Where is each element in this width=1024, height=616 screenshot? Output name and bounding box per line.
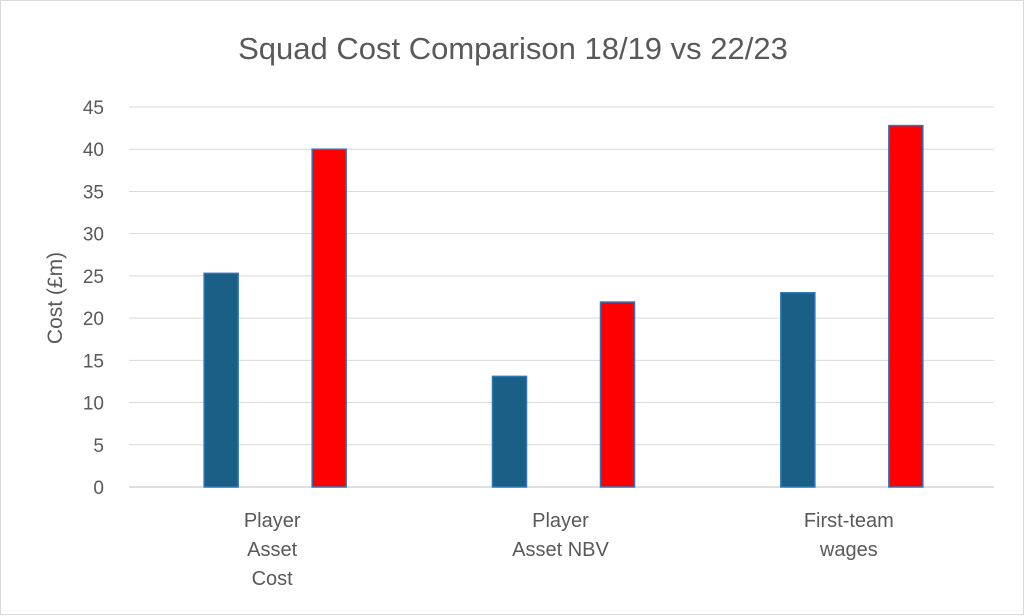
y-tick-label: 15 (83, 351, 104, 372)
y-tick-label: 20 (83, 309, 104, 330)
y-tick-label: 40 (83, 140, 104, 161)
category-label: First-team wages (804, 510, 894, 561)
y-tick-label: 45 (83, 98, 104, 119)
y-tick-label: 10 (83, 394, 104, 415)
category-label: Player Asset NBV (512, 510, 609, 561)
y-tick-label: 0 (93, 478, 104, 499)
y-axis-label: Cost (£m) (44, 252, 67, 344)
bar-series1-cat2 (491, 375, 528, 488)
y-tick-label: 30 (83, 225, 104, 246)
y-tick-label: 35 (83, 182, 104, 203)
bar-series1-cat3 (780, 292, 816, 488)
y-tick-label: 25 (83, 267, 104, 288)
category-label: Player Asset Cost (244, 510, 301, 590)
bar-series2-cat2 (599, 301, 636, 488)
chart-title: Squad Cost Comparison 18/19 vs 22/23 (238, 31, 788, 66)
bar-series1-cat1 (203, 272, 239, 488)
x-axis-categories: Player Asset Cost Player Asset NBV First-team… (244, 510, 894, 590)
bars (203, 124, 924, 488)
y-axis-ticks: 0 5 10 15 20 25 30 35 40 45 (83, 98, 104, 499)
bar-series2-cat3 (888, 124, 924, 488)
gridlines (129, 106, 994, 488)
bar-series2-cat1 (311, 148, 347, 488)
y-tick-label: 5 (93, 436, 104, 457)
